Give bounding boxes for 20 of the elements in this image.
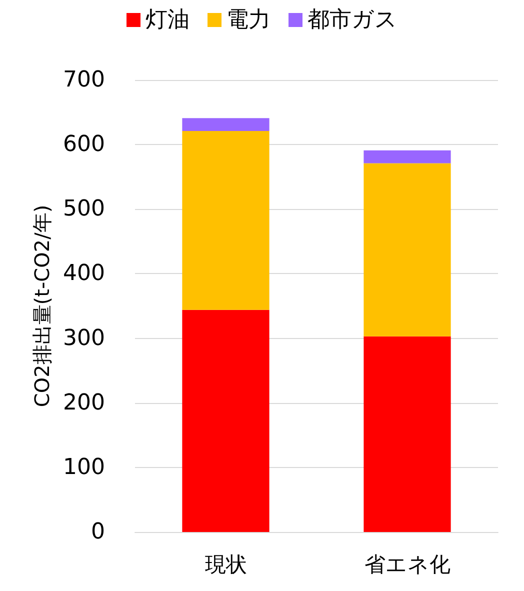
- legend-label: 灯油: [146, 8, 190, 32]
- bar: [364, 336, 451, 532]
- bar: [364, 163, 451, 336]
- bar: [364, 150, 451, 164]
- y-tick-label: 400: [63, 261, 105, 286]
- y-tick-label: 200: [63, 390, 105, 416]
- y-tick-label: 500: [63, 196, 105, 222]
- y-axis-title: CO2排出量(t-CO2/年): [30, 204, 54, 408]
- x-tick-label: 現状: [204, 552, 247, 576]
- y-tick-label: 300: [63, 326, 105, 351]
- bar: [182, 310, 270, 532]
- legend-label: 都市ガス: [308, 8, 398, 32]
- y-tick-label: 0: [91, 520, 105, 544]
- legend-label: 電力: [226, 8, 270, 32]
- bar: [182, 131, 270, 310]
- y-tick-label: 100: [63, 454, 105, 480]
- bar: [182, 118, 270, 132]
- y-tick-label: 700: [63, 68, 105, 92]
- y-tick-label: 600: [63, 132, 105, 158]
- x-tick-label: 省エネ化: [364, 552, 450, 576]
